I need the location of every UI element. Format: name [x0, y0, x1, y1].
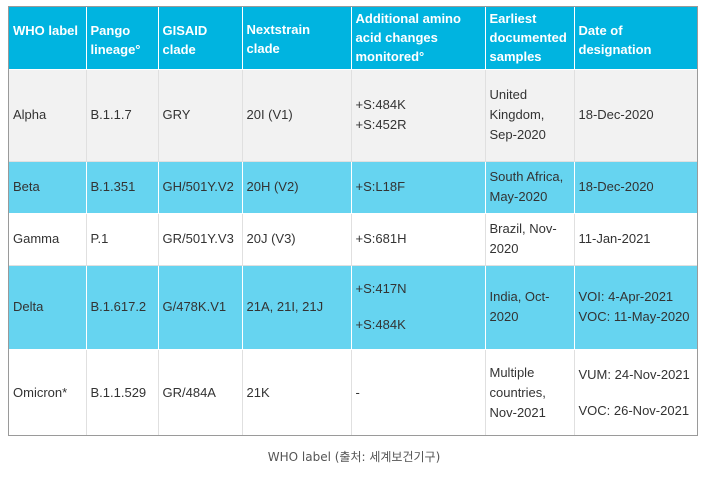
designation-date: 18-Dec-2020: [578, 179, 654, 194]
aa-change: +S:681H: [355, 231, 407, 246]
cell-samples: United Kingdom, Sep-2020: [485, 69, 575, 162]
table-row: Gamma P.1 GR/501Y.V3 20J (V3) +S:681H Br…: [9, 213, 697, 266]
header-pango-lineage: Pango lineage°: [86, 7, 159, 70]
cell-samples: Brazil, Nov-2020: [485, 213, 575, 266]
cell-designation: 18-Dec-2020: [574, 161, 697, 214]
cell-pango: B.1.617.2: [86, 265, 159, 350]
header-aa-changes: Additional amino acid changes monitored°: [351, 7, 486, 70]
cell-nextstrain: 20H (V2): [242, 161, 352, 214]
cell-pango: P.1: [86, 213, 159, 266]
cell-who-label: Delta: [9, 265, 87, 350]
designation-date: VOI: 4-Apr-2021: [578, 289, 674, 304]
cell-aa-changes: +S:417N +S:484K: [351, 265, 486, 350]
aa-change: +S:417N: [355, 281, 407, 296]
aa-change: +S:484K: [355, 97, 406, 112]
table-row: Delta B.1.617.2 G/478K.V1 21A, 21I, 21J …: [9, 265, 697, 350]
cell-nextstrain: 20I (V1): [242, 69, 352, 162]
cell-who-label: Alpha: [9, 69, 87, 162]
cell-gisaid: G/478K.V1: [158, 265, 243, 350]
header-earliest-samples: Earliest documented samples: [485, 7, 575, 70]
table-header-row: WHO label Pango lineage° GISAID clade Ne…: [9, 7, 697, 70]
designation-date: 18-Dec-2020: [578, 107, 654, 122]
cell-nextstrain: 20J (V3): [242, 213, 352, 266]
cell-who-label: Gamma: [9, 213, 87, 266]
designation-date: VUM: 24-Nov-2021: [578, 367, 690, 382]
table-caption: WHO label (출처: 세계보건기구): [267, 450, 441, 464]
header-designation-date: Date of designation: [574, 7, 697, 70]
cell-samples: India, Oct-2020: [485, 265, 575, 350]
header-nextstrain-clade: Nextstrain clade: [242, 7, 352, 70]
cell-samples: South Africa, May-2020: [485, 161, 575, 214]
table-row: Alpha B.1.1.7 GRY 20I (V1) +S:484K +S:45…: [9, 69, 697, 162]
table-row: Beta B.1.351 GH/501Y.V2 20H (V2) +S:L18F…: [9, 161, 697, 214]
cell-who-label: Beta: [9, 161, 87, 214]
cell-gisaid: GRY: [158, 69, 243, 162]
cell-designation: VOI: 4-Apr-2021 VOC: 11-May-2020: [574, 265, 697, 350]
cell-samples: Multiple countries, Nov-2021: [485, 349, 575, 435]
cell-nextstrain: 21A, 21I, 21J: [242, 265, 352, 350]
cell-pango: B.1.1.7: [86, 69, 159, 162]
designation-date: 11-Jan-2021: [578, 231, 651, 246]
cell-aa-changes: +S:681H: [351, 213, 486, 266]
cell-designation: 18-Dec-2020: [574, 69, 697, 162]
designation-date: VOC: 26-Nov-2021: [578, 403, 690, 418]
aa-change: -: [355, 385, 360, 400]
cell-gisaid: GH/501Y.V2: [158, 161, 243, 214]
cell-aa-changes: -: [351, 349, 486, 435]
cell-pango: B.1.1.529: [86, 349, 159, 435]
cell-aa-changes: +S:L18F: [351, 161, 486, 214]
header-who-label: WHO label: [9, 7, 87, 70]
cell-gisaid: GR/484A: [158, 349, 243, 435]
cell-gisaid: GR/501Y.V3: [158, 213, 243, 266]
cell-nextstrain: 21K: [242, 349, 352, 435]
cell-designation: VUM: 24-Nov-2021 VOC: 26-Nov-2021: [574, 349, 697, 435]
aa-change: +S:484K: [355, 317, 406, 332]
table-row: Omicron* B.1.1.529 GR/484A 21K - Multipl…: [9, 349, 697, 435]
aa-change: +S:452R: [355, 117, 407, 132]
variants-table: WHO label Pango lineage° GISAID clade Ne…: [9, 7, 697, 435]
designation-date: VOC: 11-May-2020: [578, 309, 690, 324]
cell-aa-changes: +S:484K +S:452R: [351, 69, 486, 162]
aa-change: +S:L18F: [355, 179, 406, 194]
variants-table-container: WHO label Pango lineage° GISAID clade Ne…: [8, 6, 698, 436]
cell-pango: B.1.351: [86, 161, 159, 214]
cell-who-label: Omicron*: [9, 349, 87, 435]
header-gisaid-clade: GISAID clade: [158, 7, 243, 70]
cell-designation: 11-Jan-2021: [574, 213, 697, 266]
